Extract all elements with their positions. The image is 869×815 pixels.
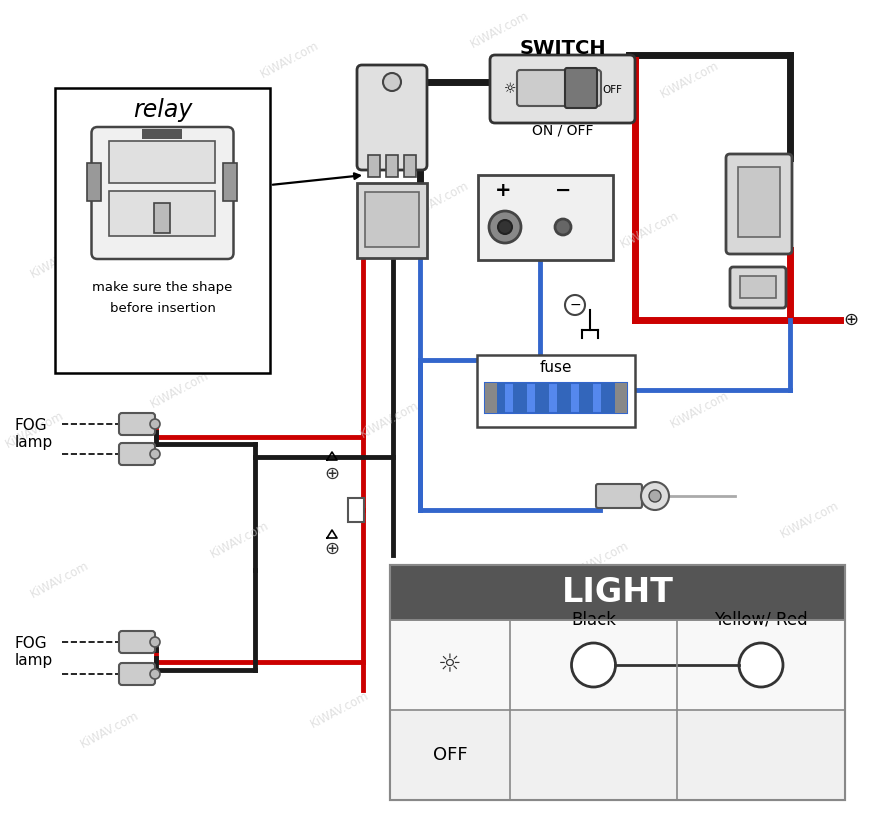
Text: KiWAV.com: KiWAV.com [183,199,246,241]
Bar [534,383,548,413]
FancyBboxPatch shape [516,70,600,106]
FancyBboxPatch shape [595,484,641,508]
Bar [579,383,593,413]
Circle shape [554,219,570,235]
Text: KiWAV.com: KiWAV.com [73,84,136,126]
Text: KiWAV.com: KiWAV.com [308,689,371,731]
Bar [476,355,634,427]
FancyBboxPatch shape [729,267,785,308]
Bar [389,565,844,800]
Text: ⊕: ⊕ [324,465,339,483]
Text: Black: Black [570,611,615,629]
Circle shape [497,220,512,234]
FancyBboxPatch shape [489,55,634,123]
Text: KiWAV.com: KiWAV.com [78,709,142,751]
Circle shape [149,449,160,459]
Bar [490,383,504,413]
Bar [740,276,775,298]
Text: fuse: fuse [539,360,572,376]
FancyBboxPatch shape [119,413,155,435]
Bar [368,155,380,177]
FancyBboxPatch shape [119,663,155,685]
Bar [403,155,415,177]
Text: KiWAV.com: KiWAV.com [258,39,322,81]
Text: KiWAV.com: KiWAV.com [3,409,66,451]
Bar [737,167,779,237]
FancyBboxPatch shape [119,443,155,465]
Text: relay: relay [133,98,192,122]
Text: KiWAV.com: KiWAV.com [747,679,811,721]
Text: lamp: lamp [15,653,53,667]
Text: ☼: ☼ [438,652,461,678]
Circle shape [149,637,160,647]
Text: +: + [494,180,511,200]
FancyBboxPatch shape [725,154,791,254]
Text: make sure the shape
before insertion: make sure the shape before insertion [92,281,232,315]
Text: SWITCH: SWITCH [519,38,605,58]
Text: ⊕: ⊕ [324,540,339,558]
Circle shape [149,419,160,429]
Bar [155,203,170,233]
FancyBboxPatch shape [564,68,596,108]
Bar [614,383,627,413]
Text: ☼: ☼ [503,82,515,96]
Circle shape [648,490,660,502]
Circle shape [149,669,160,679]
Bar [109,191,216,236]
Bar [55,88,269,373]
Bar [389,565,844,800]
Text: KiWAV.com: KiWAV.com [618,209,680,251]
Text: KiWAV.com: KiWAV.com [778,499,840,541]
Text: KiWAV.com: KiWAV.com [29,239,91,281]
Text: KiWAV.com: KiWAV.com [658,59,720,101]
Text: KiWAV.com: KiWAV.com [149,369,211,411]
Text: Yellow/ Red: Yellow/ Red [713,611,807,629]
Text: KiWAV.com: KiWAV.com [538,739,600,781]
Text: OFF: OFF [601,85,621,95]
Text: KiWAV.com: KiWAV.com [209,519,271,561]
Bar [389,710,844,800]
Text: KiWAV.com: KiWAV.com [468,9,531,51]
Text: OFF: OFF [432,746,467,764]
Bar [348,498,363,522]
Bar [484,383,496,413]
Circle shape [571,643,614,687]
Bar [88,163,102,201]
Text: KiWAV.com: KiWAV.com [408,179,471,221]
Bar [389,565,844,620]
Text: lamp: lamp [15,434,53,450]
FancyBboxPatch shape [119,631,155,653]
Bar [513,383,527,413]
Bar [477,175,613,260]
Text: ON / OFF: ON / OFF [531,124,593,138]
Text: LIGHT: LIGHT [561,576,673,609]
Bar [556,383,570,413]
Text: KiWAV.com: KiWAV.com [567,539,631,581]
Text: FOG: FOG [15,636,48,650]
Text: KiWAV.com: KiWAV.com [667,389,731,431]
Bar [143,129,182,139]
Text: FOG: FOG [15,417,48,433]
Circle shape [564,295,584,315]
Circle shape [382,73,401,91]
Circle shape [640,482,668,510]
Circle shape [488,211,521,243]
Bar [389,620,844,710]
Bar [223,163,237,201]
Bar [356,183,427,258]
Bar [484,383,627,413]
Text: KiWAV.com: KiWAV.com [29,559,91,601]
Text: −: − [568,298,580,312]
Text: ⊕: ⊕ [842,311,858,329]
Bar [600,383,614,413]
Bar [365,192,419,247]
Bar [386,155,397,177]
FancyBboxPatch shape [356,65,427,170]
Text: −: − [554,180,571,200]
Bar [109,141,216,183]
FancyBboxPatch shape [91,127,233,259]
Circle shape [738,643,782,687]
Text: KiWAV.com: KiWAV.com [358,399,421,441]
